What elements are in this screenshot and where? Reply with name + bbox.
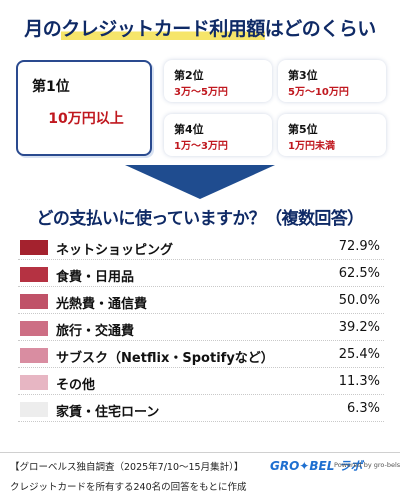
category-label: 食費・日用品 [56,270,135,285]
rank-3-label: 第3位 [288,69,318,82]
rank-1-label: 第1位 [32,79,70,95]
legend-swatch [20,267,48,282]
chart-row: 家賃・住宅ローン 6.3% [18,398,384,422]
chart-row: 光熱費・通信費 50.0% [18,290,384,314]
title-part2: はどのくらい [264,18,377,40]
rank-2-card: 第2位 3万～5万円 [164,60,272,102]
usage-chart: ネットショッピング 72.9% 食費・日用品 62.5% 光熱費・通信費 50.0% 旅行・… [18,236,384,426]
rank-2-value: 3万～5万円 [174,87,228,98]
powered-by: Powered by gro-bels [334,461,400,469]
rank-4-value: 1万～3万円 [174,141,228,152]
rank-4-label: 第4位 [174,123,204,136]
legend-swatch [20,375,48,390]
survey-note: クレジットカードを所有する240名の回答をもとに作成 [10,482,247,493]
value-label: 25.4% [338,347,380,362]
legend-swatch [20,321,48,336]
brand-logo: GRO✦BEL ラボ [270,459,363,473]
value-label: 6.3% [346,401,380,416]
chart-row: 旅行・交通費 39.2% [18,317,384,341]
value-label: 11.3% [338,374,380,389]
rank-3-value: 5万～10万円 [288,87,349,98]
chart-row: 食費・日用品 62.5% [18,263,384,287]
rank-5-value: 1万円未満 [288,141,335,152]
rank-1-card: 第1位 10万円以上 [16,60,152,156]
rank-1-value: 10万円以上 [48,111,124,127]
category-label: サブスク（Netflix・Spotifyなど） [56,351,274,366]
chart-row: サブスク（Netflix・Spotifyなど） 25.4% [18,344,384,368]
rank-5-card: 第5位 1万円未満 [278,114,386,156]
ranking-panel: 第1位 10万円以上 第2位 3万～5万円 第3位 5万～10万円 第4位 1万… [12,56,388,160]
value-label: 50.0% [338,293,380,308]
chart-row: その他 11.3% [18,371,384,395]
category-label: 旅行・交通費 [56,324,135,339]
rank-3-card: 第3位 5万～10万円 [278,60,386,102]
rank-4-card: 第4位 1万～3万円 [164,114,272,156]
question-heading: どの支払いに使っていますか？（複数回答） [36,209,364,229]
rank-5-label: 第5位 [288,123,318,136]
survey-source: 【グローベルス独自調査（2025年7/10～15月集計）】 [10,462,244,473]
value-label: 72.9% [338,239,380,254]
title-part1: 月の [24,18,62,40]
footer: 【グローベルス独自調査（2025年7/10～15月集計）】 クレジットカードを所… [0,452,400,500]
value-label: 62.5% [338,266,380,281]
title-highlight: クレジットカード利用額 [61,18,265,40]
legend-swatch [20,240,48,255]
category-label: ネットショッピング [56,243,174,258]
value-label: 39.2% [338,320,380,335]
legend-swatch [20,348,48,363]
down-arrow-icon [125,165,275,199]
category-label: 光熱費・通信費 [56,297,148,312]
category-label: 家賃・住宅ローン [56,405,160,420]
rank-2-label: 第2位 [174,69,204,82]
category-label: その他 [56,378,96,393]
legend-swatch [20,402,48,417]
legend-swatch [20,294,48,309]
chart-row: ネットショッピング 72.9% [18,236,384,260]
page-title: 月のクレジットカード利用額はどのくらい [0,14,400,41]
